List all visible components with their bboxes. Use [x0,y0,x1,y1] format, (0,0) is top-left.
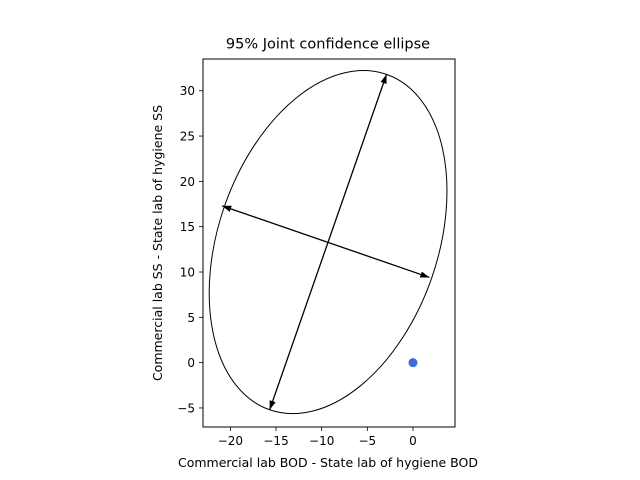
origin-point [408,358,418,368]
x-axis-label: Commercial lab BOD - State lab of hygien… [178,455,478,470]
minor-axis-arrow [221,205,430,279]
x-tick-label: −10 [309,434,334,448]
y-tick-label: 0 [187,356,195,370]
y-tick-label: −5 [177,401,195,415]
y-tick-label: 10 [180,266,195,280]
y-tick-label: 20 [180,175,195,189]
plot-frame [202,58,456,428]
y-tick-label: 25 [180,130,195,144]
y-axis-label: Commercial lab SS - State lab of hygiene… [150,105,165,381]
y-tick-label: 5 [187,311,195,325]
y-tick-label: 30 [180,84,195,98]
x-tick-label: −20 [218,434,243,448]
x-tick-label: −5 [358,434,376,448]
x-tick-label: 0 [409,434,417,448]
chart-title: 95% Joint confidence ellipse [226,37,430,53]
x-tick-label: −15 [263,434,288,448]
y-tick-label: 15 [180,220,195,234]
